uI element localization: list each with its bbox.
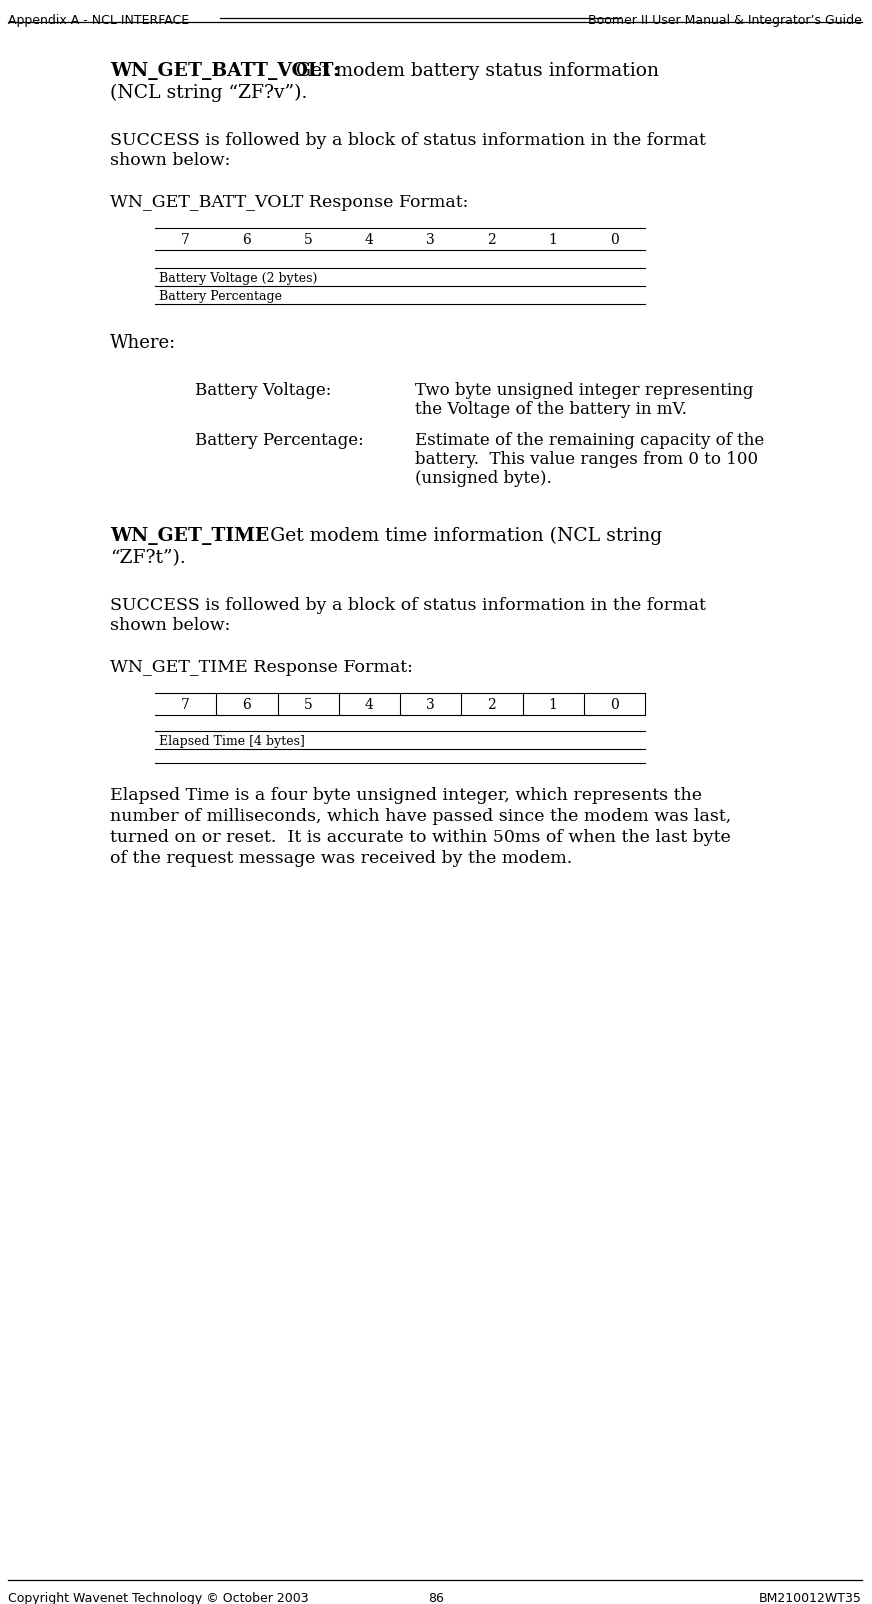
Text: 0: 0 [610,698,619,712]
Text: 2: 2 [487,233,496,247]
Text: WN_GET_BATT_VOLT:: WN_GET_BATT_VOLT: [110,63,340,80]
Text: 5: 5 [303,698,312,712]
Text: (unsigned byte).: (unsigned byte). [415,470,552,488]
Text: 4: 4 [365,698,374,712]
Text: Elapsed Time is a four byte unsigned integer, which represents the: Elapsed Time is a four byte unsigned int… [110,788,702,804]
Text: SUCCESS is followed by a block of status information in the format
shown below:: SUCCESS is followed by a block of status… [110,597,705,634]
Text: 6: 6 [242,233,251,247]
Text: Boomer II User Manual & Integrator’s Guide: Boomer II User Manual & Integrator’s Gui… [588,14,862,27]
Text: Appendix A - NCL INTERFACE: Appendix A - NCL INTERFACE [8,14,189,27]
Text: BM210012WT35: BM210012WT35 [760,1593,862,1604]
Text: Battery Percentage:: Battery Percentage: [195,431,364,449]
Text: :    Get modem time information (NCL string: : Get modem time information (NCL string [240,528,662,545]
Text: 5: 5 [303,233,312,247]
Text: of the request message was received by the modem.: of the request message was received by t… [110,850,572,868]
Text: 2: 2 [487,698,496,712]
Text: turned on or reset.  It is accurate to within 50ms of when the last byte: turned on or reset. It is accurate to wi… [110,829,731,845]
Text: 86: 86 [428,1593,444,1604]
Text: 1: 1 [548,233,557,247]
Text: WN_GET_TIME Response Format:: WN_GET_TIME Response Format: [110,659,412,675]
Text: Get modem battery status information: Get modem battery status information [272,63,659,80]
Text: 1: 1 [548,698,557,712]
Text: (NCL string “ZF?v”).: (NCL string “ZF?v”). [110,83,307,103]
Text: SUCCESS is followed by a block of status information in the format
shown below:: SUCCESS is followed by a block of status… [110,132,705,168]
Text: Two byte unsigned integer representing: Two byte unsigned integer representing [415,382,753,399]
Text: 6: 6 [242,698,251,712]
Text: 7: 7 [181,698,190,712]
Text: 0: 0 [610,233,619,247]
Text: Where:: Where: [110,334,176,351]
Text: 4: 4 [365,233,374,247]
Text: Battery Percentage: Battery Percentage [159,290,282,303]
Text: Estimate of the remaining capacity of the: Estimate of the remaining capacity of th… [415,431,764,449]
Text: 7: 7 [181,233,190,247]
Text: number of milliseconds, which have passed since the modem was last,: number of milliseconds, which have passe… [110,808,732,824]
Text: battery.  This value ranges from 0 to 100: battery. This value ranges from 0 to 100 [415,451,758,468]
Text: 3: 3 [426,698,435,712]
Text: WN_GET_BATT_VOLT Response Format:: WN_GET_BATT_VOLT Response Format: [110,194,468,212]
Text: Battery Voltage:: Battery Voltage: [195,382,331,399]
Text: WN_GET_TIME: WN_GET_TIME [110,528,269,545]
Text: Elapsed Time [4 bytes]: Elapsed Time [4 bytes] [159,735,305,747]
Text: Battery Voltage (2 bytes): Battery Voltage (2 bytes) [159,273,317,286]
Text: the Voltage of the battery in mV.: the Voltage of the battery in mV. [415,401,687,419]
Text: 3: 3 [426,233,435,247]
Text: “ZF?t”).: “ZF?t”). [110,549,186,566]
Text: Copyright Wavenet Technology © October 2003: Copyright Wavenet Technology © October 2… [8,1593,309,1604]
